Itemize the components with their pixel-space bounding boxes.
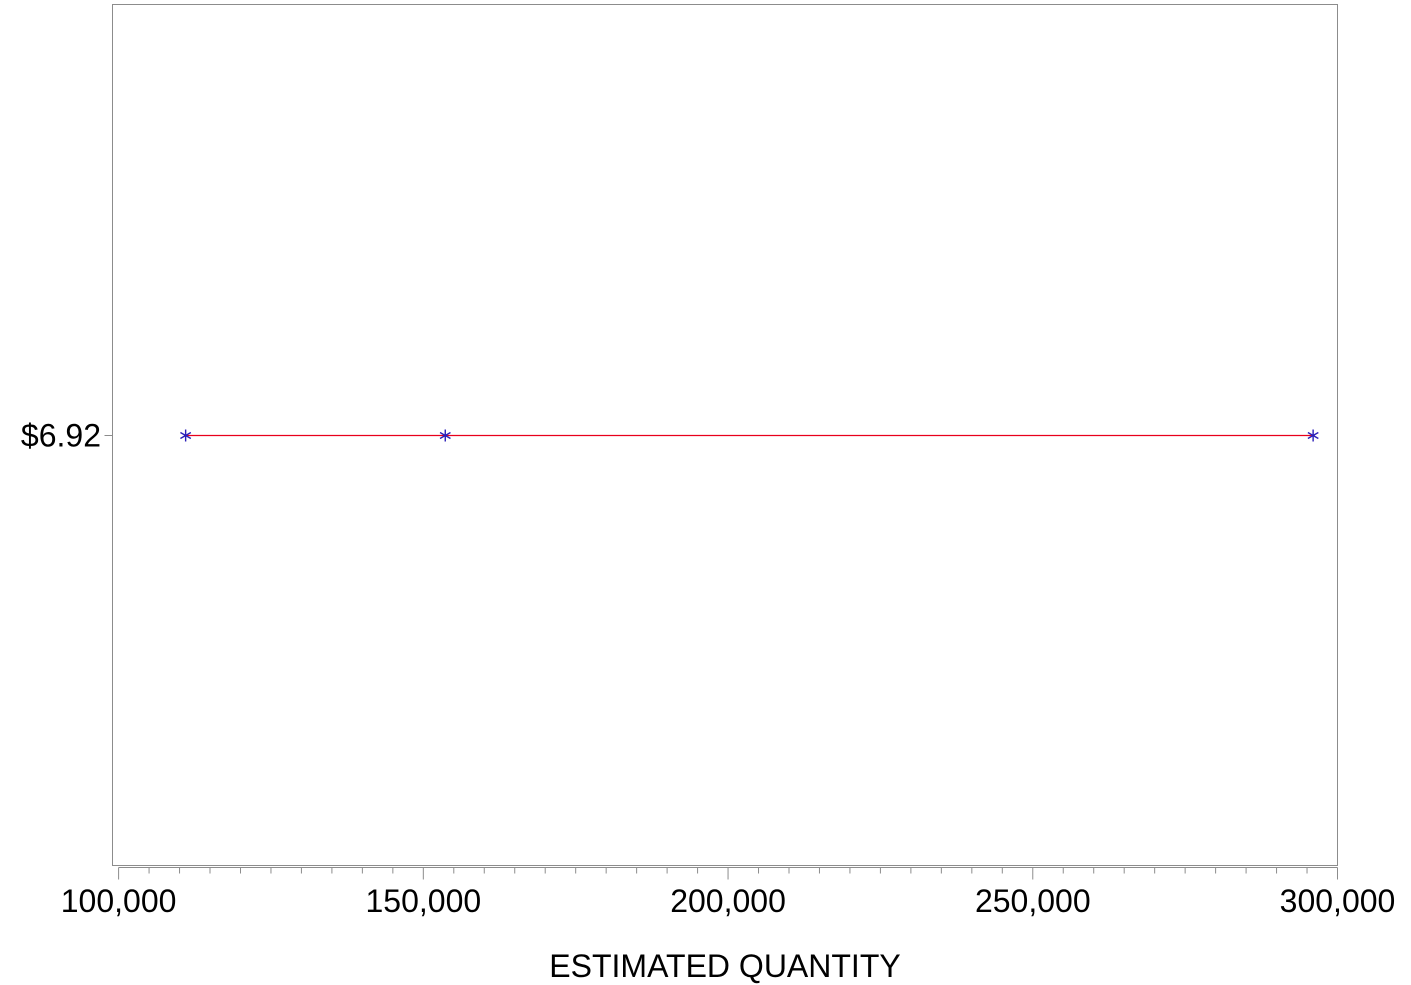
y-axis: $6.92 (21, 418, 113, 454)
x-tick-label: 300,000 (1280, 883, 1396, 919)
x-tick-label: 250,000 (975, 883, 1091, 919)
data-point-marker (180, 429, 192, 442)
x-tick-label: 200,000 (670, 883, 786, 919)
x-axis: 100,000 150,000 200,000 250,000 300,000 (61, 867, 1396, 919)
data-point-marker (1307, 429, 1319, 442)
x-axis-title: ESTIMATED QUANTITY (549, 948, 900, 984)
x-tick-label: 150,000 (365, 883, 481, 919)
series-layer (180, 429, 1319, 442)
y-tick-label: $6.92 (21, 418, 101, 454)
data-point-marker (439, 429, 451, 442)
x-tick-label: 100,000 (61, 883, 177, 919)
